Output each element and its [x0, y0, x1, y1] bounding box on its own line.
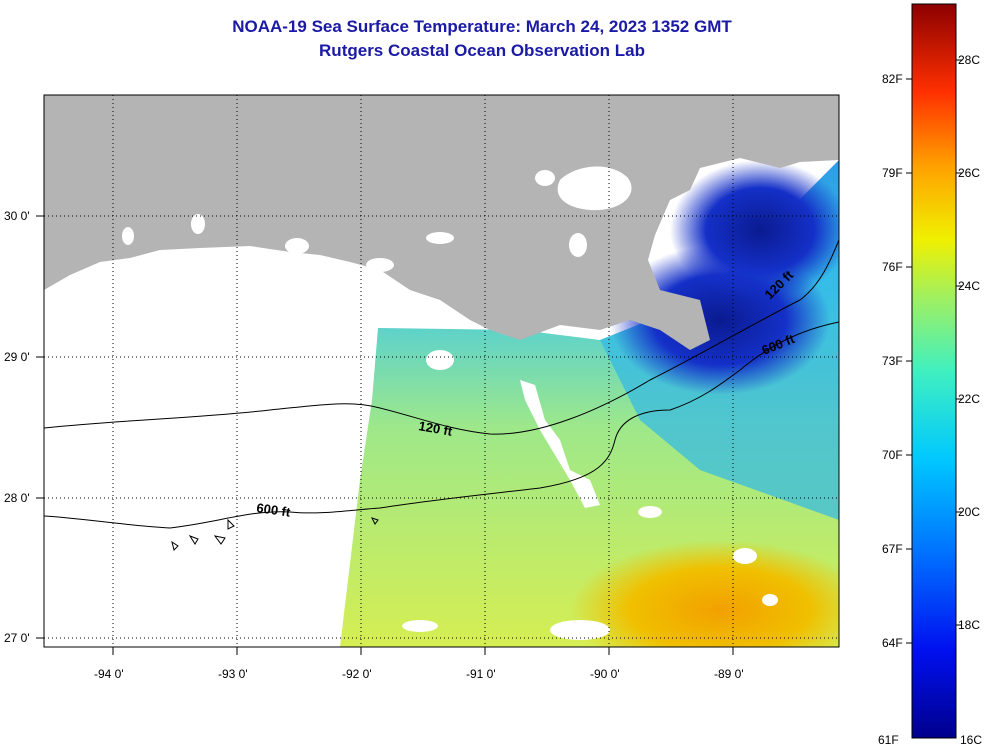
- cloud-patch: [535, 170, 555, 186]
- lat-label: 30 0': [4, 209, 30, 223]
- lon-label: -92 0': [342, 667, 372, 681]
- cloud-patch: [191, 214, 205, 234]
- lon-label: -94 0': [94, 667, 124, 681]
- colorbar: [911, 3, 957, 739]
- map-subtitle: Rutgers Coastal Ocean Observation Lab: [319, 41, 645, 60]
- warm-water-south: [570, 540, 839, 647]
- land-coast: [44, 95, 839, 350]
- cloud-patch: [762, 594, 778, 606]
- axis-ticks: [36, 215, 734, 655]
- lake-pontchartrain: [557, 166, 632, 211]
- colorbar-c-label: 20C: [958, 505, 981, 519]
- lon-label: -93 0': [218, 667, 248, 681]
- cloud-patch: [638, 506, 662, 518]
- cloud-patch: [426, 350, 454, 370]
- colorbar-c-label: 28C: [958, 53, 981, 67]
- colorbar-f-label: 82F: [882, 72, 903, 86]
- colorbar-f-label: 76F: [882, 260, 903, 274]
- colorbar-f-label: 70F: [882, 448, 903, 462]
- cloud-patch: [402, 620, 438, 632]
- cloud-patch: [122, 227, 134, 245]
- graticule: [44, 95, 839, 647]
- contour-label-120ft: 120 ft: [417, 418, 454, 439]
- cloud-patch: [733, 548, 757, 564]
- colorbar-f-label: 79F: [882, 166, 903, 180]
- cloud-patch: [550, 620, 610, 640]
- cold-water-east: [670, 160, 839, 300]
- cloud-patch: [285, 238, 309, 254]
- colorbar-f-label: 67F: [882, 542, 903, 556]
- map-border: [43, 94, 840, 648]
- map-title: NOAA-19 Sea Surface Temperature: March 2…: [232, 17, 732, 36]
- contour-120ft: [44, 239, 839, 435]
- colorbar-c-label: 24C: [958, 279, 981, 293]
- lat-label: 27 0': [4, 631, 30, 645]
- colorbar-f-label: 61F: [878, 733, 899, 747]
- colorbar-c-label: 18C: [958, 618, 981, 632]
- colorbar-c-label: 26C: [958, 166, 981, 180]
- cloud-patch: [366, 258, 394, 272]
- lon-label: -89 0': [714, 667, 744, 681]
- bathymetry-islets: [171, 517, 379, 551]
- colorbar-ticks: [906, 59, 962, 644]
- lon-label: -90 0': [590, 667, 620, 681]
- colorbar-f-label: 64F: [882, 636, 903, 650]
- colorbar-f-label: 73F: [882, 354, 903, 368]
- contour-label-600ft: 600 ft: [256, 500, 292, 520]
- cloud-streak: [520, 380, 600, 508]
- cloud-patch: [426, 232, 454, 244]
- sst-swath: [340, 160, 839, 647]
- lat-label: 29 0': [4, 350, 30, 364]
- colorbar-c-label: 22C: [958, 392, 981, 406]
- lon-label: -91 0': [466, 667, 496, 681]
- colorbar-c-label: 16C: [960, 733, 983, 747]
- cloud-patch: [569, 233, 587, 257]
- contour-600ft: [44, 321, 839, 529]
- lat-label: 28 0': [4, 491, 30, 505]
